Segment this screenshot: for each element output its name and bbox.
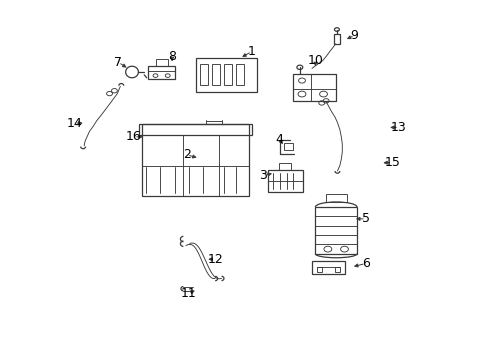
Bar xyxy=(278,163,290,170)
Bar xyxy=(200,64,208,85)
Bar xyxy=(284,143,292,150)
Text: 9: 9 xyxy=(350,29,358,42)
Text: 16: 16 xyxy=(126,130,142,143)
Text: 6: 6 xyxy=(361,257,369,270)
Bar xyxy=(293,74,336,101)
Bar xyxy=(267,170,303,192)
Text: 12: 12 xyxy=(207,253,223,266)
Text: 8: 8 xyxy=(168,50,176,63)
Bar xyxy=(212,64,220,85)
Text: 14: 14 xyxy=(66,117,82,130)
Text: 2: 2 xyxy=(183,148,190,161)
Text: 1: 1 xyxy=(247,45,255,58)
Bar xyxy=(139,124,251,135)
Bar xyxy=(311,261,345,274)
Bar xyxy=(315,207,356,254)
Bar xyxy=(142,124,249,196)
Text: 3: 3 xyxy=(259,169,266,182)
Text: 4: 4 xyxy=(275,133,283,146)
Text: 7: 7 xyxy=(114,56,122,69)
Bar xyxy=(148,66,175,79)
Text: 11: 11 xyxy=(180,287,196,300)
Bar xyxy=(235,64,243,85)
Bar xyxy=(333,34,340,44)
Text: 5: 5 xyxy=(361,212,369,225)
Bar xyxy=(224,64,231,85)
Text: 15: 15 xyxy=(384,156,399,169)
Bar xyxy=(335,267,340,272)
Text: 10: 10 xyxy=(307,54,323,67)
Bar xyxy=(316,267,321,272)
Bar xyxy=(325,194,346,202)
Bar xyxy=(155,59,167,66)
Bar xyxy=(195,58,256,92)
Text: 13: 13 xyxy=(390,121,406,134)
